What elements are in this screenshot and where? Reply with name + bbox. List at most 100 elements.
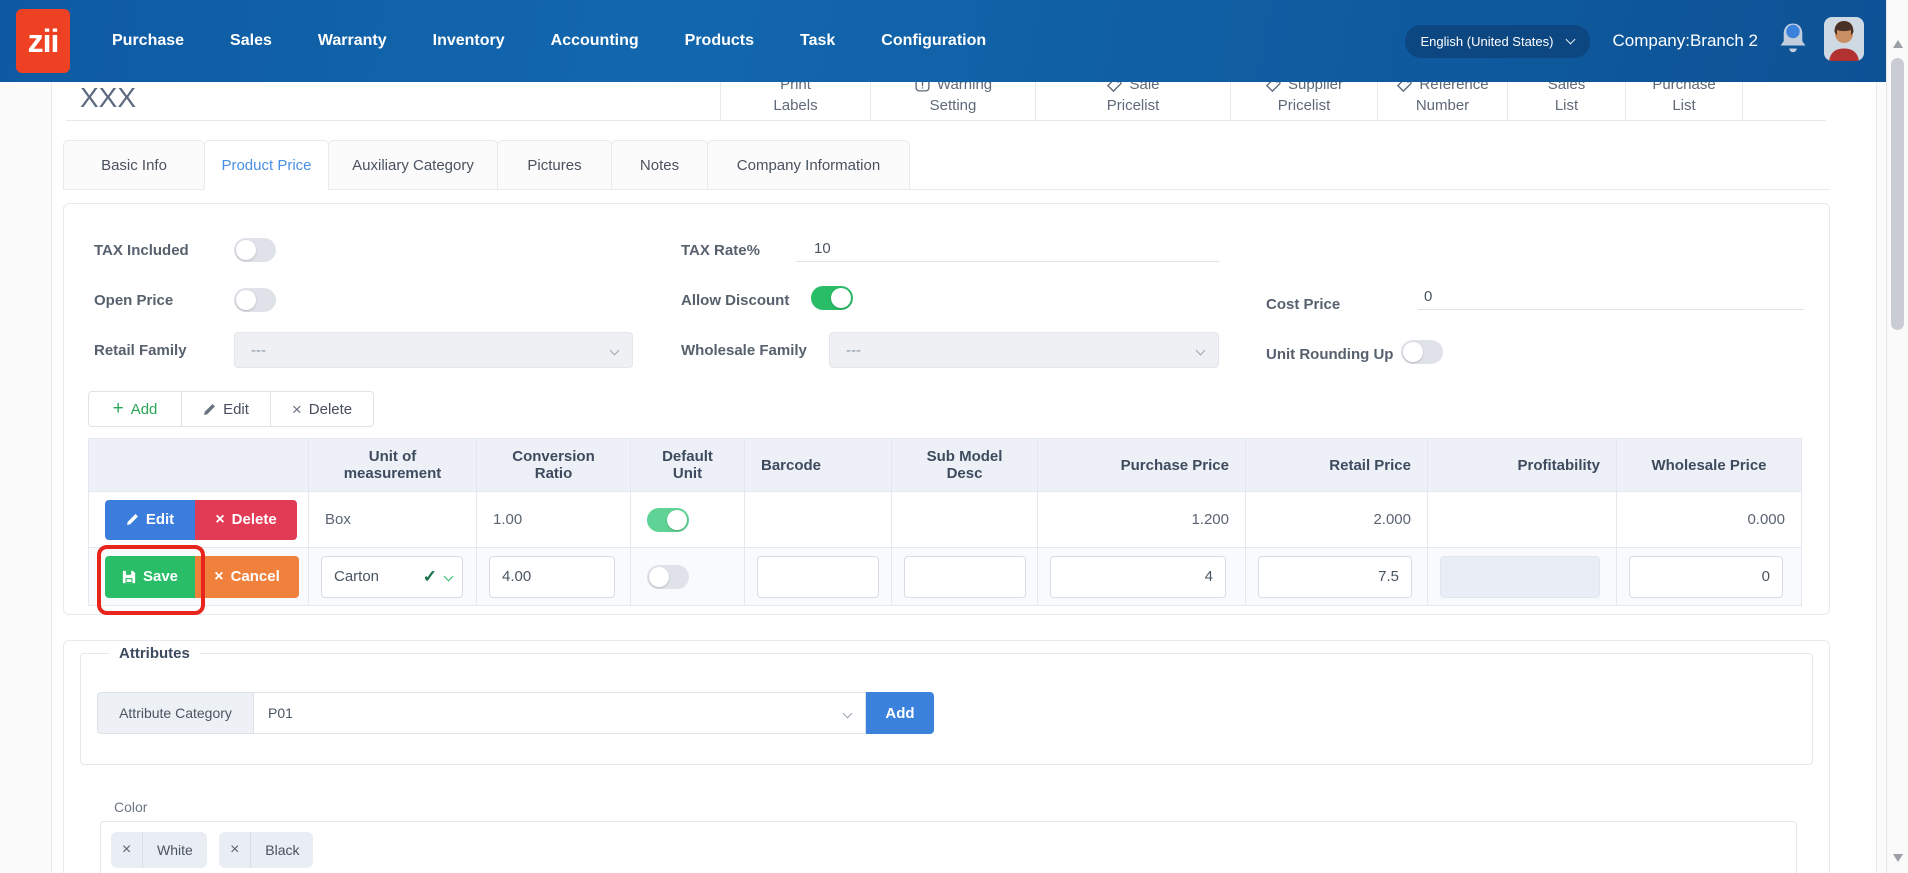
cost-price-label: Cost Price [1266,296,1340,313]
scrollbar-thumb[interactable] [1891,58,1904,330]
reference-number-label2: Number [1378,95,1507,116]
print-labels-label2: Labels [721,95,870,116]
sub-model-input[interactable] [904,556,1026,598]
unit-select[interactable]: Carton ✓ [321,556,463,598]
chevron-down-icon [843,708,853,718]
delete-label: Delete [309,401,352,418]
sub-model-cell [892,492,1038,548]
attributes-panel: Attributes Attribute Category P01 Add Co… [63,640,1830,873]
sales-list-label2: List [1508,95,1625,116]
wholesale-family-value: --- [846,342,861,359]
nav-item-task[interactable]: Task [800,32,835,50]
cost-price-input[interactable]: 0 [1418,280,1804,310]
attribute-category-select[interactable]: P01 [253,692,866,734]
scrollbar-down-arrow-icon[interactable] [1893,854,1903,862]
nav-item-purchase[interactable]: Purchase [112,32,184,50]
tab-company-information[interactable]: Company Information [707,140,910,190]
vertical-scrollbar[interactable] [1886,0,1908,873]
scrollbar-up-arrow-icon[interactable] [1893,40,1903,48]
nav-item-sales[interactable]: Sales [230,32,272,50]
purchase-price-input[interactable]: 4 [1050,556,1226,598]
product-price-panel: TAX Included Open Price Retail Family --… [63,203,1830,615]
tab-auxiliary-category[interactable]: Auxiliary Category [328,140,498,190]
pencil-icon [203,403,216,416]
main-menu: Purchase Sales Warranty Inventory Accoun… [112,32,986,50]
floppy-save-icon [122,570,136,584]
row-delete-button[interactable]: × Delete [195,500,297,540]
tab-bar: Basic Info Product Price Auxiliary Categ… [63,140,910,190]
notification-bell-icon[interactable] [1778,20,1808,62]
profitability-cell [1428,492,1617,548]
barcode-input[interactable] [757,556,879,598]
pencil-icon [126,513,139,526]
color-section-label: Color [114,799,147,815]
retail-family-label: Retail Family [94,342,187,359]
app-logo[interactable]: zii [16,9,70,73]
open-price-toggle[interactable] [234,288,276,312]
ratio-cell: 1.00 [477,492,631,548]
tax-rate-label: TAX Rate% [681,242,760,259]
row-edit-button[interactable]: Edit [105,500,195,540]
nav-item-configuration[interactable]: Configuration [881,32,986,50]
page-title: XXX [80,82,136,114]
retail-family-select[interactable]: --- [234,332,633,368]
supplier-pricelist-label2: Pricelist [1231,95,1377,116]
nav-item-products[interactable]: Products [685,32,754,50]
unit-rounding-up-toggle[interactable] [1401,340,1443,364]
header-divider [66,120,1826,121]
allow-discount-label: Allow Discount [681,292,789,309]
uom-header-row: Unit of measurement Conversion Ratio Def… [89,439,1802,492]
cancel-label: Cancel [231,568,280,585]
col-retail-price: Retail Price [1246,439,1428,492]
color-chip-white: × White [111,832,207,868]
tax-included-label: TAX Included [94,242,189,259]
attributes-legend: Attributes [109,645,200,662]
row-cancel-button[interactable]: × Cancel [195,556,299,598]
language-select[interactable]: English (United States) [1405,25,1591,58]
allow-discount-toggle[interactable] [811,286,853,310]
nav-item-inventory[interactable]: Inventory [433,32,505,50]
wholesale-family-select[interactable]: --- [829,332,1219,368]
delete-unit-button[interactable]: × Delete [270,391,374,427]
user-avatar[interactable] [1824,17,1864,66]
uom-row-editing: Save × Cancel Carton ✓ [89,548,1802,606]
chevron-down-icon [1196,345,1206,355]
wholesale-price-cell: 0.000 [1617,492,1802,548]
default-unit-toggle[interactable] [647,508,689,532]
chevron-down-icon [444,572,454,582]
col-purchase-price: Purchase Price [1038,439,1246,492]
edit-unit-button[interactable]: Edit [181,391,271,427]
unit-cell: Box [309,492,477,548]
add-label: Add [131,401,158,418]
navbar-right: English (United States) Company:Branch 2 [1405,17,1864,66]
chip-remove-icon[interactable]: × [111,832,143,868]
tab-product-price[interactable]: Product Price [204,140,329,190]
uom-table: Unit of measurement Conversion Ratio Def… [88,438,1802,606]
wholesale-price-input[interactable]: 0 [1629,556,1783,598]
chip-label: Black [251,832,313,868]
purchase-list-label2: List [1626,95,1742,116]
add-unit-button[interactable]: + Add [88,391,182,427]
check-icon: ✓ [423,567,437,587]
edit-label: Edit [223,401,249,418]
language-label: English (United States) [1421,34,1554,49]
tab-pictures[interactable]: Pictures [497,140,612,190]
row-save-button[interactable]: Save [105,556,195,598]
uom-toolbar: + Add Edit × Delete [88,391,374,427]
tax-included-toggle[interactable] [234,238,276,262]
nav-item-warranty[interactable]: Warranty [318,32,387,50]
attributes-fieldset: Attributes Attribute Category P01 Add [80,645,1813,765]
page: Print Labels Warning Setting Sale Pricel… [0,0,1908,873]
tax-rate-input[interactable]: 10 [796,232,1219,262]
top-navbar: zii Purchase Sales Warranty Inventory Ac… [0,0,1886,82]
tab-basic-info[interactable]: Basic Info [63,140,205,190]
col-actions [89,439,309,492]
attribute-add-button[interactable]: Add [866,692,934,734]
default-unit-toggle[interactable] [647,565,689,589]
conversion-ratio-input[interactable]: 4.00 [489,556,615,598]
nav-item-accounting[interactable]: Accounting [551,32,639,50]
tab-notes[interactable]: Notes [611,140,708,190]
retail-price-input[interactable]: 7.5 [1258,556,1412,598]
close-icon: × [292,401,302,418]
chip-remove-icon[interactable]: × [219,832,251,868]
